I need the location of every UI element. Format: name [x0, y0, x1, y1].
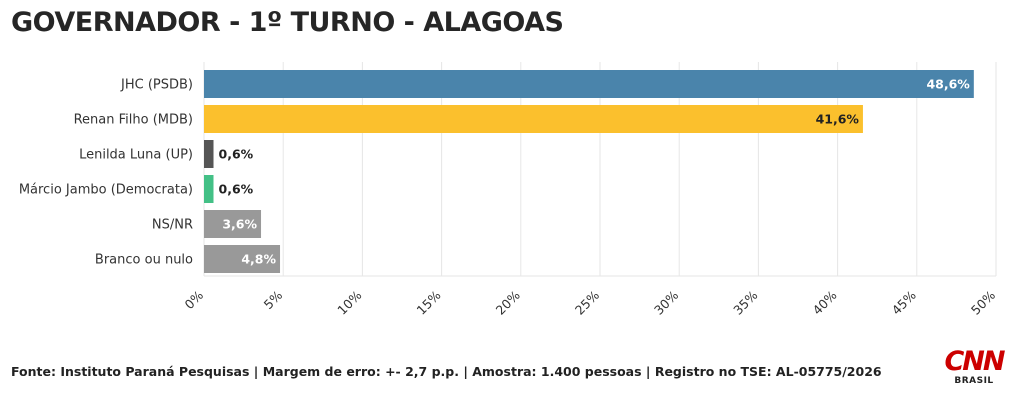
x-tick-label: 30% — [651, 287, 681, 317]
data-label: 0,6% — [219, 147, 254, 162]
category-label: Márcio Jambo (Democrata) — [19, 183, 193, 198]
x-tick-label: 20% — [493, 287, 523, 317]
bar — [204, 140, 214, 168]
data-label: 4,8% — [241, 252, 276, 267]
category-label: Renan Filho (MDB) — [74, 113, 193, 128]
data-label: 48,6% — [926, 77, 970, 92]
x-tick-label: 15% — [413, 287, 443, 317]
bar — [204, 105, 863, 133]
category-label: NS/NR — [152, 218, 193, 233]
data-label: 0,6% — [219, 182, 254, 197]
source-footnote: Fonte: Instituto Paraná Pesquisas | Marg… — [11, 364, 882, 379]
data-label: 41,6% — [816, 112, 860, 127]
category-label: Lenilda Luna (UP) — [79, 148, 193, 163]
x-tick-label: 50% — [968, 287, 998, 317]
x-tick-label: 40% — [809, 287, 839, 317]
category-label: JHC (PSDB) — [120, 78, 193, 93]
x-tick-label: 35% — [730, 287, 760, 317]
x-tick-label: 0% — [181, 287, 206, 312]
x-tick-label: 5% — [261, 287, 286, 312]
bar — [204, 210, 262, 238]
logo-subtitle: BRASIL — [954, 376, 994, 386]
bar — [204, 245, 281, 273]
bar — [204, 70, 974, 98]
x-tick-label: 45% — [889, 287, 919, 317]
bar — [204, 175, 214, 203]
chart-title: GOVERNADOR - 1º TURNO - ALAGOAS — [11, 7, 564, 38]
bars — [204, 70, 974, 273]
cnn-brasil-logo: CNN BRASIL — [944, 346, 1005, 394]
x-tick-label: 10% — [334, 287, 364, 317]
bar-chart: 0% 5% 10% 15% 20% 25% 30% 35% 40% 45% 50% JHC (PSDB… — [19, 62, 998, 318]
logo-mark: CNN — [944, 346, 1005, 377]
data-label: 3,6% — [222, 217, 257, 232]
x-tick-label: 25% — [572, 287, 602, 317]
category-label: Branco ou nulo — [95, 253, 193, 268]
